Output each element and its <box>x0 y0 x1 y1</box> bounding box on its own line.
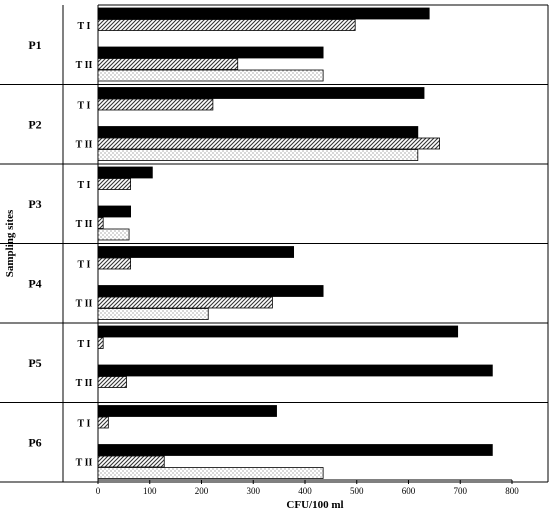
bar-solid-black <box>97 87 425 99</box>
bar-diagonal-hatch <box>97 217 104 229</box>
bar-solid-black <box>97 364 493 377</box>
bar-solid-black <box>97 444 493 456</box>
x-tick-label: 500 <box>350 486 364 496</box>
x-tick-label: 700 <box>454 486 468 496</box>
bar-solid-black <box>97 166 153 179</box>
x-tick-label: 0 <box>96 486 101 496</box>
x-axis: 0 100 200 300 400 500 600 700 800 <box>96 479 519 496</box>
bar-diagonal-hatch <box>97 19 356 31</box>
period-label: T II <box>76 60 93 71</box>
site-label: P3 <box>28 197 41 211</box>
period-label: T II <box>76 299 93 310</box>
x-tick-label: 200 <box>195 486 209 496</box>
bar-solid-black <box>97 325 459 338</box>
site-label: P4 <box>28 276 41 290</box>
bar-diagonal-hatch <box>97 337 104 349</box>
bar-diagonal-hatch <box>97 416 109 429</box>
bar-dotted <box>97 308 209 320</box>
bar-diagonal-hatch <box>97 455 165 468</box>
site-label: P2 <box>28 117 41 131</box>
bar-diagonal-hatch <box>97 257 132 270</box>
bar-solid-black <box>97 7 430 20</box>
bar-diagonal-hatch <box>97 178 132 190</box>
bar-diagonal-hatch <box>97 376 127 388</box>
bar-solid-black <box>97 246 295 258</box>
site-label: P6 <box>28 435 41 449</box>
site-label: P5 <box>28 356 41 370</box>
labels-layer: P1 T I T II P2 T I T II P3 T I T II P4 T I T II P5 T … <box>28 21 92 469</box>
bar-solid-black <box>97 285 324 297</box>
bar-diagonal-hatch <box>97 58 239 70</box>
period-label: T II <box>76 458 93 469</box>
period-label: T I <box>78 101 91 112</box>
period-label: T I <box>78 180 91 191</box>
period-label: T I <box>78 21 91 32</box>
period-label: T I <box>78 339 91 350</box>
bar-solid-black <box>97 205 132 218</box>
x-tick-label: 800 <box>505 486 519 496</box>
bar-solid-black <box>97 46 324 59</box>
x-axis-title: CFU/100 ml <box>286 499 343 511</box>
x-tick-label: 400 <box>298 486 312 496</box>
period-label: T II <box>76 140 93 151</box>
bar-dotted <box>97 228 130 241</box>
bar-diagonal-hatch <box>97 98 214 111</box>
x-tick-label: 600 <box>402 486 416 496</box>
bar-dotted <box>97 467 324 479</box>
period-label: T I <box>78 419 91 430</box>
chart-frame <box>0 4 549 483</box>
x-tick-label: 100 <box>143 486 157 496</box>
bar-solid-black <box>97 126 419 138</box>
period-label: T I <box>78 260 91 271</box>
period-label: T II <box>76 378 93 389</box>
site-label: P1 <box>28 38 41 52</box>
bar-diagonal-hatch <box>97 137 440 150</box>
bar-solid-black <box>97 405 277 417</box>
bars-layer <box>97 7 493 479</box>
bar-diagonal-hatch <box>97 296 273 309</box>
bar-dotted <box>97 149 419 161</box>
x-tick-label: 300 <box>247 486 261 496</box>
period-label: T II <box>76 219 93 230</box>
bar-dotted <box>97 69 324 82</box>
y-axis-title: Sampling sites <box>4 209 16 277</box>
